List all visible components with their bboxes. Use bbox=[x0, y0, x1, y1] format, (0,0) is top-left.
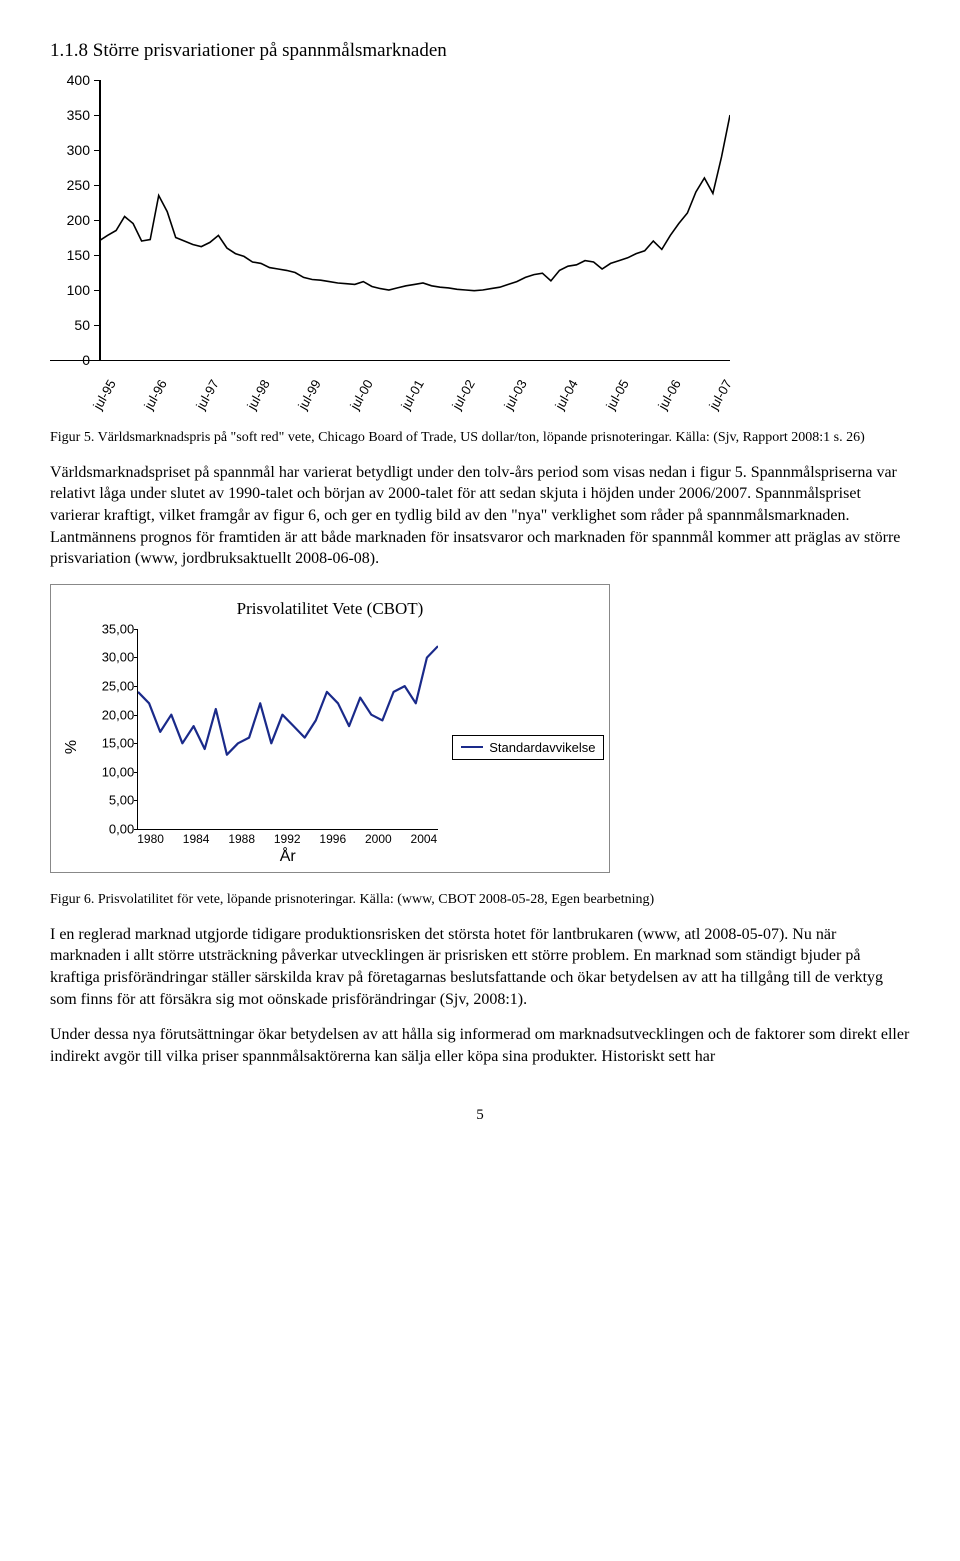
legend-label: Standardavvikelse bbox=[489, 740, 595, 755]
chart2-x-tick-label: 1996 bbox=[319, 832, 346, 846]
figure5-caption: Figur 5. Världsmarknadspris på "soft red… bbox=[50, 429, 910, 448]
chart1-x-tick-label: jul-03 bbox=[501, 370, 534, 412]
chart1-container: 050100150200250300350400 jul-95jul-96jul… bbox=[50, 80, 730, 411]
chart1-x-tick-label: jul-02 bbox=[449, 370, 482, 412]
chart2-y-tick-mark bbox=[134, 829, 138, 830]
paragraph-3: Under dessa nya förutsättningar ökar bet… bbox=[50, 1024, 910, 1067]
chart1-x-tick-label: jul-98 bbox=[244, 370, 277, 412]
chart2-y-tick-label: 35,00 bbox=[94, 621, 134, 636]
chart2-y-tick-mark bbox=[134, 800, 138, 801]
chart2-y-tick-mark bbox=[134, 743, 138, 744]
chart2-y-tick-mark bbox=[134, 657, 138, 658]
chart2-x-tick-label: 1980 bbox=[137, 832, 164, 846]
chart1-y-tick-label: 50 bbox=[50, 317, 90, 333]
chart2-y-tick-label: 20,00 bbox=[94, 707, 134, 722]
chart1-x-tick-label: jul-05 bbox=[603, 370, 636, 412]
chart2-x-tick-label: 1988 bbox=[228, 832, 255, 846]
chart1-x-tick-label: jul-99 bbox=[295, 370, 328, 412]
chart1-x-tick-label: jul-00 bbox=[347, 370, 380, 412]
chart1-y-tick-mark bbox=[94, 80, 99, 81]
chart2-y-tick-label: 5,00 bbox=[94, 793, 134, 808]
chart2-y-tick-mark bbox=[134, 715, 138, 716]
chart1-y-tick-label: 100 bbox=[50, 282, 90, 298]
chart1-line-svg bbox=[99, 80, 730, 360]
chart2-x-tick-label: 2000 bbox=[365, 832, 392, 846]
chart1-x-tick-label: jul-04 bbox=[552, 370, 585, 412]
chart1-plot-area: 050100150200250300350400 bbox=[50, 80, 730, 361]
chart1-x-ticks: jul-95jul-96jul-97jul-98jul-99jul-00jul-… bbox=[99, 361, 730, 411]
chart2-plot-area: 0,005,0010,0015,0020,0025,0030,0035,00 bbox=[137, 629, 438, 830]
legend-line-icon bbox=[461, 746, 483, 748]
chart2-y-tick-mark bbox=[134, 686, 138, 687]
chart2-x-tick-label: 2004 bbox=[411, 832, 438, 846]
chart1-y-tick-label: 350 bbox=[50, 107, 90, 123]
chart2-y-tick-mark bbox=[134, 772, 138, 773]
chart1-y-tick-mark bbox=[94, 360, 99, 361]
chart1-x-tick-label: jul-96 bbox=[141, 370, 174, 412]
section-heading: 1.1.8 Större prisvariationer på spannmål… bbox=[50, 40, 910, 62]
chart1-x-tick-label: jul-97 bbox=[193, 370, 226, 412]
chart2-x-ticks: 1980 1984 1988 1992 1996 2000 2004 bbox=[137, 832, 437, 846]
chart1-y-tick-label: 300 bbox=[50, 142, 90, 158]
chart2-x-label: År bbox=[137, 848, 438, 866]
paragraph-2: I en reglerad marknad utgjorde tidigare … bbox=[50, 924, 910, 1010]
chart2-title: Prisvolatilitet Vete (CBOT) bbox=[65, 599, 595, 619]
chart2-line-svg bbox=[138, 629, 438, 829]
chart1-x-tick-label: jul-01 bbox=[398, 370, 431, 412]
chart1-y-tick-label: 400 bbox=[50, 72, 90, 88]
chart1-y-tick-mark bbox=[94, 325, 99, 326]
chart2-y-tick-label: 25,00 bbox=[94, 679, 134, 694]
chart1-y-tick-mark bbox=[94, 150, 99, 151]
chart1-y-tick-label: 150 bbox=[50, 247, 90, 263]
chart2-x-tick-label: 1984 bbox=[183, 832, 210, 846]
chart1-y-tick-mark bbox=[94, 185, 99, 186]
chart1-y-tick-mark bbox=[94, 255, 99, 256]
chart1-y-tick-label: 0 bbox=[50, 352, 90, 368]
chart2-y-tick-label: 10,00 bbox=[94, 764, 134, 779]
chart2-y-tick-label: 30,00 bbox=[94, 650, 134, 665]
paragraph-1: Världsmarknadspriset på spannmål har var… bbox=[50, 462, 910, 570]
page-number: 5 bbox=[50, 1107, 910, 1124]
chart2-x-tick-label: 1992 bbox=[274, 832, 301, 846]
chart2-y-label: % bbox=[63, 740, 81, 754]
chart1-y-tick-mark bbox=[94, 115, 99, 116]
chart2-y-tick-mark bbox=[134, 629, 138, 630]
chart2-legend: Standardavvikelse bbox=[452, 735, 604, 760]
chart2-container: Prisvolatilitet Vete (CBOT) % 0,005,0010… bbox=[50, 584, 610, 873]
chart1-y-tick-mark bbox=[94, 220, 99, 221]
chart2-y-tick-label: 0,00 bbox=[94, 821, 134, 836]
chart1-x-tick-label: jul-06 bbox=[655, 370, 688, 412]
chart1-y-tick-label: 200 bbox=[50, 212, 90, 228]
chart1-x-tick-label: jul-07 bbox=[706, 370, 739, 412]
figure6-caption: Figur 6. Prisvolatilitet för vete, löpan… bbox=[50, 891, 910, 910]
chart1-y-tick-mark bbox=[94, 290, 99, 291]
chart1-x-tick-label: jul-95 bbox=[90, 370, 123, 412]
chart2-y-tick-label: 15,00 bbox=[94, 736, 134, 751]
chart1-y-tick-label: 250 bbox=[50, 177, 90, 193]
